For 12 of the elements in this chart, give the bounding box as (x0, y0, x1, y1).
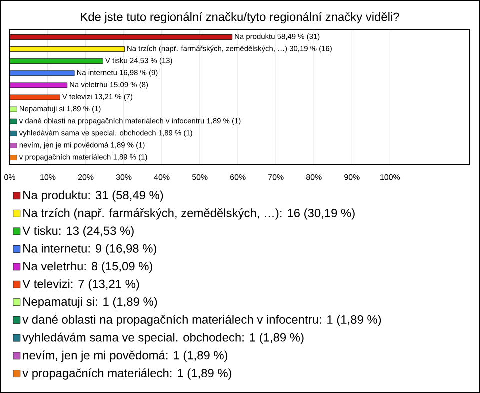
legend-label: Na internetu: 9 (16,98 %) (24, 244, 156, 256)
legend-label: Nepamatuji si: 1 (1,89 %) (24, 297, 158, 308)
legend-label: vyhledávám sama ve special. obchodech: 1 (1,89 %) (22, 332, 304, 344)
legend-label: Na produktu: 31 (58,49 %) (24, 190, 164, 202)
legend-label: v propagačních materiálech: 1 (1,89 %) (22, 368, 232, 380)
legend-label: V televizi: 7 (13,21 %) (22, 280, 140, 291)
legend-label: Na veletrhu: 8 (15,09 %) (24, 262, 152, 273)
legend-label: v dané oblasti na propagačních materiálech v infocentru: 1 (1,89 %) (22, 315, 382, 326)
legend-label: Na trzích (např. farmářských, zemědělských, …): 16 (30,19 %) (24, 208, 355, 220)
legend-label: V tisku: 13 (24,53 %) (22, 226, 134, 238)
legend-label: nevím, jen je mi povědomá: 1 (1,89 %) (23, 350, 228, 362)
chart-title: Kde jste tuto regionální značku/tyto regionální značky viděli? (81, 12, 400, 24)
